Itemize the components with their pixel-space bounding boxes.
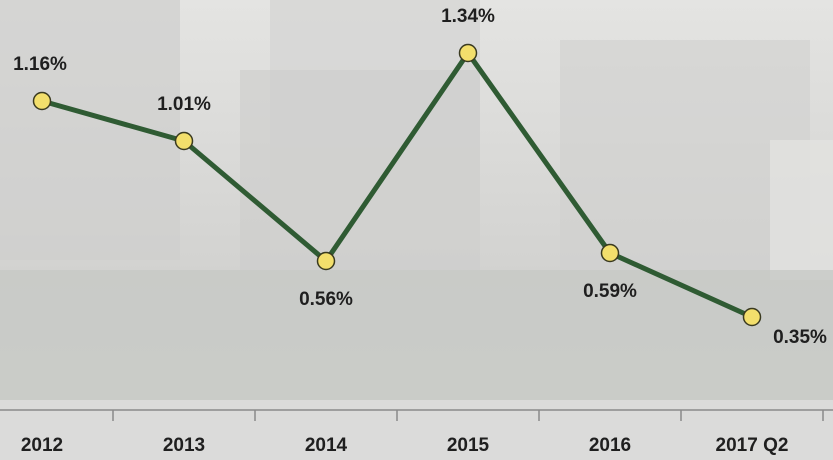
marker (174, 131, 194, 151)
x-tick-label: 2013 (163, 435, 205, 456)
data-label: 1.01% (157, 94, 211, 115)
x-tick-label: 2014 (305, 435, 348, 456)
x-tick-label: 2017 Q2 (716, 435, 789, 456)
data-label: 0.35% (773, 327, 827, 348)
data-label: 0.56% (299, 289, 353, 310)
data-label: 0.59% (583, 281, 637, 302)
data-label: 1.16% (13, 54, 67, 75)
marker (600, 243, 620, 263)
line (41, 50, 754, 320)
marker (458, 43, 478, 63)
x-tick-label: 2015 (447, 435, 490, 456)
data-label: 1.34% (441, 6, 495, 27)
marker (32, 91, 52, 111)
x-tick-label: 2012 (21, 435, 63, 456)
x-tick-label: 2016 (589, 435, 631, 456)
marker (742, 307, 762, 327)
marker (316, 251, 336, 271)
